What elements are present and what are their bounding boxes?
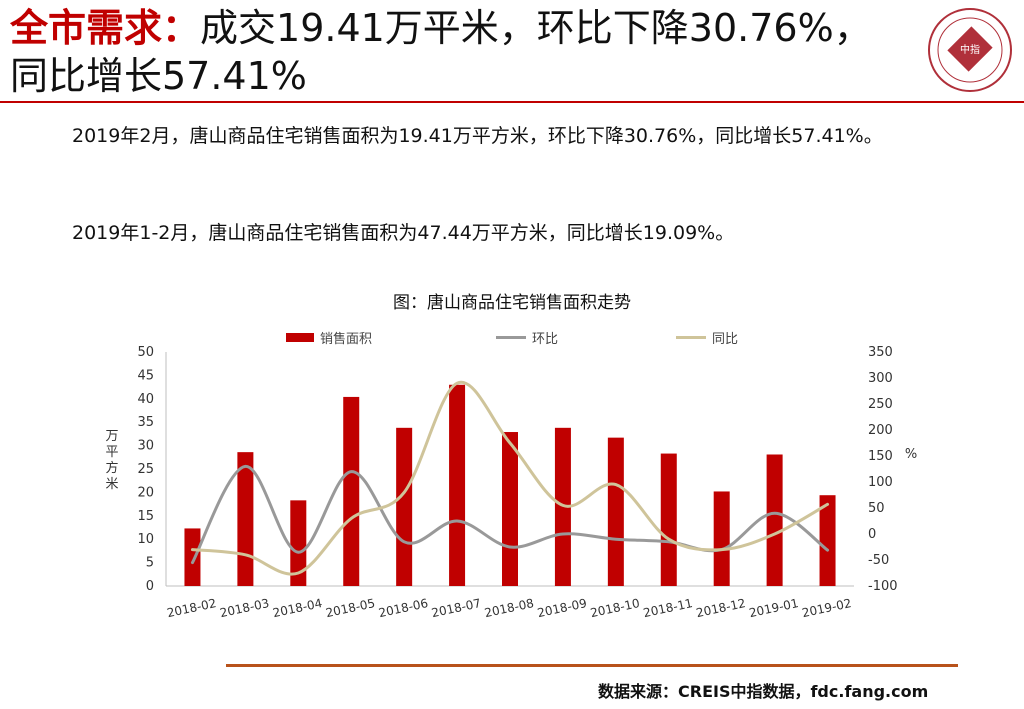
x-tick-label: 2019-02 bbox=[801, 596, 853, 620]
y-tick-label: 50 bbox=[137, 345, 154, 360]
bar-sales bbox=[290, 500, 307, 586]
y-axis-right-label: % bbox=[905, 447, 917, 462]
legend-swatch-mom bbox=[496, 336, 526, 339]
bar-sales bbox=[660, 453, 677, 586]
x-tick-label: 2018-12 bbox=[695, 596, 747, 620]
paragraph-2: 2019年1-2月，唐山商品住宅销售面积为47.44万平方米，同比增长19.09… bbox=[72, 222, 735, 244]
x-tick-label: 2018-10 bbox=[589, 596, 641, 620]
logo-text: 中指 bbox=[960, 43, 980, 56]
y-right-tick-label: 350 bbox=[868, 345, 893, 360]
y-right-tick-label: 100 bbox=[868, 475, 893, 490]
x-tick-label: 2018-05 bbox=[324, 596, 376, 620]
y-right-tick-label: 0 bbox=[868, 527, 876, 542]
y-tick-label: 0 bbox=[146, 579, 154, 594]
legend-swatch-yoy bbox=[676, 336, 706, 339]
y-tick-label: 35 bbox=[137, 415, 154, 430]
x-tick-label: 2019-01 bbox=[748, 596, 800, 620]
y-right-tick-label: 150 bbox=[868, 449, 893, 464]
x-tick-label: 2018-02 bbox=[166, 596, 218, 620]
title-highlight: 全市需求： bbox=[10, 6, 201, 50]
bar-sales bbox=[607, 437, 624, 586]
legend-item-sales: 销售面积 bbox=[286, 328, 372, 347]
y-tick-label: 25 bbox=[137, 462, 154, 477]
y-tick-label: 5 bbox=[146, 556, 154, 571]
title-divider bbox=[0, 101, 1024, 103]
legend-item-mom: 环比 bbox=[496, 328, 558, 347]
bar-sales bbox=[237, 452, 254, 586]
x-tick-label: 2018-03 bbox=[219, 596, 271, 620]
legend-item-yoy: 同比 bbox=[676, 328, 738, 347]
legend-swatch-sales bbox=[286, 333, 314, 342]
x-tick-label: 2018-06 bbox=[377, 596, 429, 620]
y-right-tick-label: 300 bbox=[868, 371, 893, 386]
data-source: 数据来源：CREIS中指数据，fdc.fang.com bbox=[598, 682, 929, 701]
x-tick-label: 2018-11 bbox=[642, 596, 694, 620]
y-tick-label: 40 bbox=[137, 392, 154, 407]
y-axis-label-char: 米 bbox=[105, 477, 118, 492]
bar-sales bbox=[343, 396, 360, 586]
bar-sales bbox=[766, 454, 783, 586]
bar-sales bbox=[713, 491, 730, 586]
title-line1: 成交19.41万平米，环比下降30.76%， bbox=[200, 6, 872, 50]
x-tick-label: 2018-04 bbox=[271, 596, 323, 620]
title-line2: 同比增长57.41% bbox=[10, 54, 307, 98]
paragraph-1: 2019年2月，唐山商品住宅销售面积为19.41万平方米，环比下降30.76%，… bbox=[72, 125, 883, 147]
x-tick-label: 2018-09 bbox=[536, 596, 588, 620]
bar-sales bbox=[449, 384, 466, 586]
bar-sales bbox=[819, 495, 836, 586]
x-tick-label: 2018-07 bbox=[430, 596, 482, 620]
y-right-tick-label: -100 bbox=[868, 579, 898, 594]
y-right-tick-label: 200 bbox=[868, 423, 893, 438]
line-yoy bbox=[190, 380, 830, 576]
legend-label-sales: 销售面积 bbox=[320, 332, 373, 347]
y-axis-label-char: 方 bbox=[105, 460, 118, 476]
y-tick-label: 15 bbox=[137, 509, 154, 524]
bar-sales bbox=[184, 528, 201, 586]
y-axis-label-char: 万 bbox=[105, 429, 118, 444]
legend-label-yoy: 同比 bbox=[712, 332, 739, 347]
y-tick-label: 30 bbox=[137, 439, 154, 454]
y-tick-label: 10 bbox=[137, 532, 154, 547]
y-right-tick-label: 50 bbox=[868, 501, 885, 516]
china-index-academy-logo: 中指 bbox=[928, 8, 1012, 92]
slide-title: 全市需求：成交19.41万平米，环比下降30.76%， 同比增长57.41% bbox=[10, 4, 910, 100]
y-axis-label-char: 平 bbox=[105, 445, 118, 460]
legend-label-mom: 环比 bbox=[532, 332, 559, 347]
y-tick-label: 20 bbox=[137, 485, 154, 500]
y-tick-label: 45 bbox=[137, 368, 154, 383]
y-right-tick-label: 250 bbox=[868, 397, 893, 412]
footer-divider bbox=[226, 664, 958, 667]
bar-sales bbox=[502, 432, 518, 586]
chart-title: 图：唐山商品住宅销售面积走势 bbox=[393, 293, 631, 313]
bar-sales bbox=[396, 427, 413, 586]
y-right-tick-label: -50 bbox=[868, 553, 889, 568]
x-tick-label: 2018-08 bbox=[483, 596, 535, 620]
